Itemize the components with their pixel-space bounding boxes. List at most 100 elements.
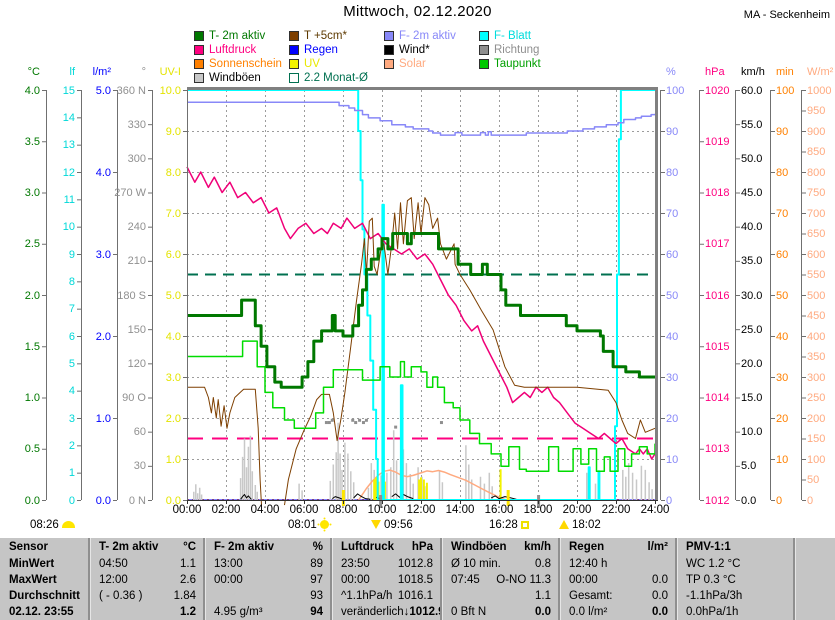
axis-tick-label: 400 xyxy=(807,330,826,343)
series-richtung xyxy=(354,421,358,425)
plot-border-top xyxy=(187,87,658,90)
table-col-unit: % xyxy=(312,541,323,553)
legend-swatch xyxy=(384,45,394,55)
legend-swatch xyxy=(479,45,489,55)
axis-tick-label: 150 xyxy=(807,433,826,445)
axis-tick-label: 0 xyxy=(776,494,783,507)
axis-tick-label: 700 xyxy=(807,207,826,220)
axis-tick-label: 100 xyxy=(807,453,826,466)
legend-swatch xyxy=(194,31,204,41)
table-cell-info: 0.0hPa/1h xyxy=(686,606,739,618)
series-richtung xyxy=(324,421,328,425)
legend-item-label: Wind* xyxy=(399,44,430,56)
table-row: 0.0hPa/1h xyxy=(677,604,793,620)
axis-tick-label: 8 xyxy=(68,275,75,288)
table-col-unit: km/h xyxy=(524,541,551,553)
table-header xyxy=(795,538,835,556)
table-cell-info: -1.1hPa/3h xyxy=(686,590,743,602)
legend-item: Solar xyxy=(384,57,479,71)
table-row: TP 0.3 °C xyxy=(677,572,793,588)
axis-tick-label: 330 xyxy=(127,118,146,131)
table-row: 07:45 O-NO 11.3 xyxy=(442,572,558,588)
table-col-unit: °C xyxy=(183,541,196,553)
table-cell-info: veränderlich↓ xyxy=(341,606,410,618)
axis-tick-label: 360 N xyxy=(116,84,146,97)
axis-tick-label: 20.0 xyxy=(741,357,763,370)
legend-item-label: F- 2m aktiv xyxy=(399,30,456,42)
axis-tick-label: 1020 xyxy=(705,84,730,97)
table-col-sensor: Sensor MinWert MaxWert Durchschnitt 02.12. 2… xyxy=(0,538,88,620)
axis-tick-label: 60.0 xyxy=(741,84,763,97)
x-axis-label: 14:00 xyxy=(445,504,475,516)
axis-tick-label: 0.0 xyxy=(165,494,181,507)
table-cell-value: 0.0 xyxy=(652,590,668,602)
axis-title: hPa xyxy=(705,66,725,78)
table-row: 13:00 89 xyxy=(205,556,330,572)
legend-swatch xyxy=(289,73,299,83)
axis-tick-label: 6.0 xyxy=(165,248,181,261)
table-row-label: MinWert xyxy=(9,558,55,570)
table-cell-value: 2.6 xyxy=(180,574,196,586)
axis-tick-label: 650 xyxy=(807,228,826,240)
axis-tick-label: 5 xyxy=(68,357,75,370)
axis-tick-label: 550 xyxy=(807,269,826,281)
legend-item: F- Blatt xyxy=(479,29,579,43)
axis-tick-label: 2.5 xyxy=(24,238,40,251)
sun-moon-time-label: 08:26 xyxy=(30,519,59,531)
table-row-label: 02.12. 23:55 xyxy=(9,606,74,618)
table-cell-info: 04:50 xyxy=(99,558,128,570)
axis-tick-label: 20 xyxy=(666,412,679,425)
table-cell-info: TP 0.3 °C xyxy=(686,574,736,586)
axis-tick-label: 1013 xyxy=(705,443,730,456)
axis-tick-label: 1016 xyxy=(705,289,730,302)
axis-title: lf xyxy=(69,66,76,78)
page-title: Mittwoch, 02.12.2020 xyxy=(343,3,492,20)
table-col-header: Windböen xyxy=(451,541,507,553)
table-cell-value: 1.84 xyxy=(173,590,196,602)
axis-tick-label: 2.0 xyxy=(24,289,40,302)
axis-tick-label: 600 xyxy=(807,248,826,261)
x-axis-label: 18:00 xyxy=(523,504,553,516)
x-axis-label: 00:00 xyxy=(172,504,202,516)
table-cell-info: 07:45 xyxy=(451,574,480,586)
legend-item-label: Regen xyxy=(304,44,338,56)
axis-tick-label: 5.0 xyxy=(741,460,757,473)
legend-item-label: T- 2m aktiv xyxy=(209,30,266,42)
plot-border-right xyxy=(655,87,658,500)
legend-item: 2.2 Monat-Ø xyxy=(289,71,384,85)
halfsun-icon xyxy=(61,521,75,529)
table-cell-value: 93 xyxy=(310,590,323,602)
axis-tick-label: 7.0 xyxy=(165,207,181,220)
axis-tick-label: 4.0 xyxy=(95,166,111,179)
axis-tick-label: 90 xyxy=(776,125,789,138)
axis-tick-label: 250 xyxy=(807,392,826,404)
marker-sunset xyxy=(506,490,510,506)
table-cell-value: 1.1 xyxy=(535,590,551,602)
series-t2m xyxy=(187,232,655,389)
table-cell-info: 13:00 xyxy=(214,558,243,570)
axis-tick-label: 0 xyxy=(807,494,814,507)
axis-tick-label: 40 xyxy=(666,330,679,343)
table-cell-value: 1.2 xyxy=(180,606,196,618)
table-row xyxy=(795,572,835,588)
legend-item-label: F- Blatt xyxy=(494,30,532,42)
axis-tick-label: 11 xyxy=(63,193,75,206)
axis-tick-label: 850 xyxy=(807,146,826,158)
table-cell-value: 1012.9 xyxy=(409,606,440,618)
axis-title: UV-I xyxy=(159,66,181,78)
table-row: 00:00 97 xyxy=(205,572,330,588)
axis-tick-label: 10.0 xyxy=(159,84,181,97)
station-label: MA - Seckenheim xyxy=(743,9,830,21)
table-row: Gesamt: 0.0 xyxy=(560,588,675,604)
x-axis-label: 04:00 xyxy=(250,504,280,516)
series-wind xyxy=(490,495,517,500)
axis-tick-label: 7 xyxy=(68,303,75,316)
table-row xyxy=(795,556,835,572)
legend-swatch xyxy=(384,59,394,69)
axis-tick-label: 60 xyxy=(776,248,789,261)
axis-tick-label: 14 xyxy=(62,111,75,124)
legend-item: Windböen xyxy=(194,71,289,85)
table-cell-info: 0.0 l/m² xyxy=(569,606,608,618)
table-cell-value: 1018.5 xyxy=(397,574,433,586)
